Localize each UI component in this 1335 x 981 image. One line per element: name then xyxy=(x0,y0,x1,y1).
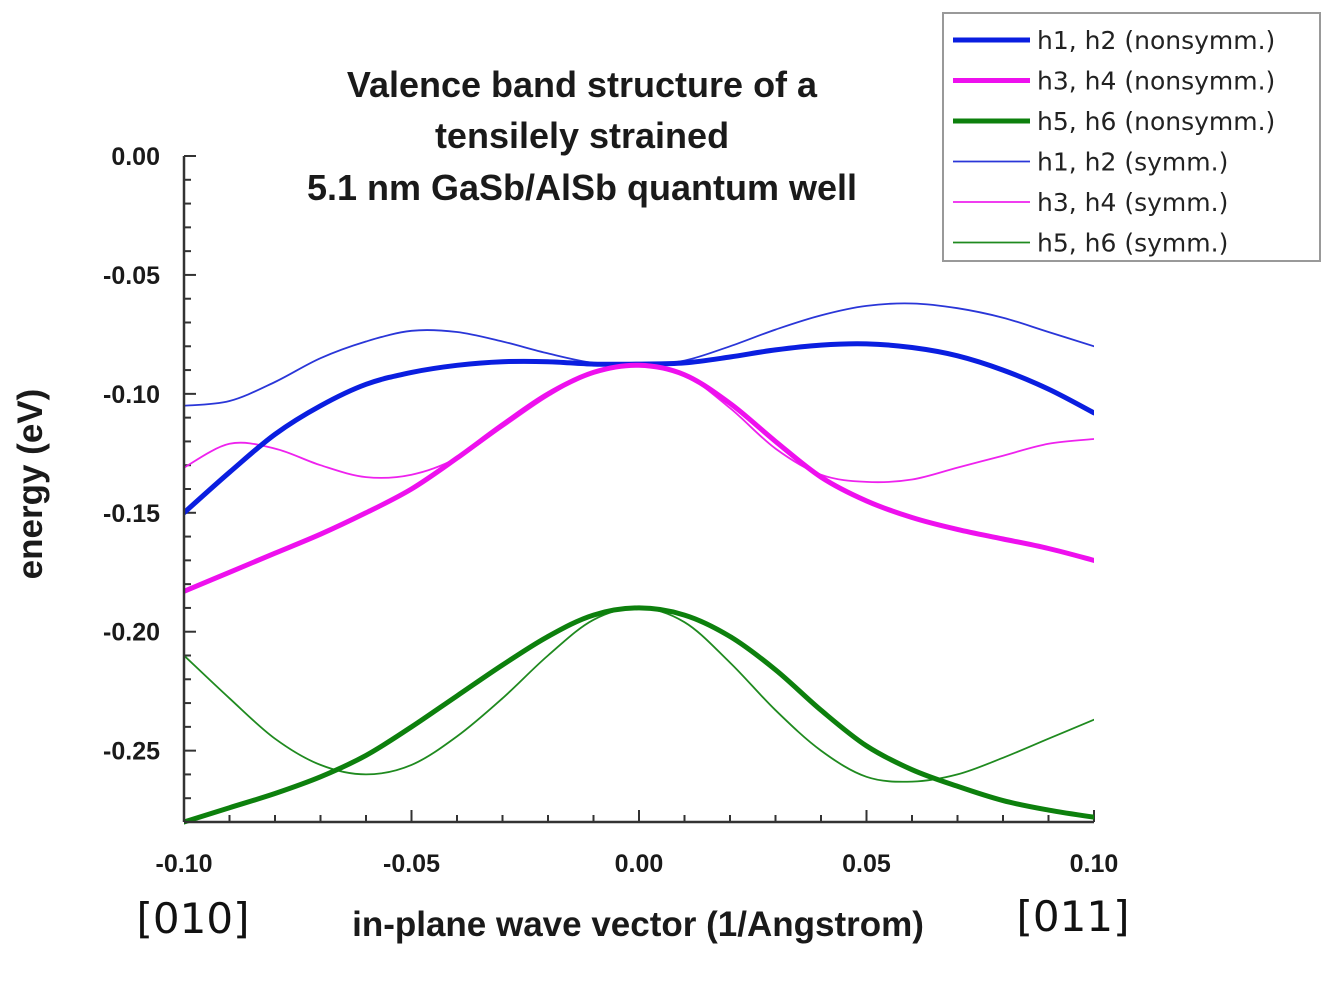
legend-entry: h5, h6 (symm.) xyxy=(953,229,1228,258)
legend-label: h5, h6 (symm.) xyxy=(1037,229,1228,258)
y-tick-label: -0.10 xyxy=(103,381,160,409)
y-tick-label: -0.15 xyxy=(103,500,160,528)
series-line-1 xyxy=(184,341,1094,516)
legend-label: h1, h2 (nonsymm.) xyxy=(1037,26,1275,55)
x-tick-label: 0.10 xyxy=(1070,850,1119,878)
legend-label: h3, h4 (symm.) xyxy=(1037,188,1228,217)
series-line-2 xyxy=(184,362,1094,594)
x-axis-label: in-plane wave vector (1/Angstrom) xyxy=(352,905,924,944)
legend-label: h1, h2 (symm.) xyxy=(1037,148,1228,177)
y-tick-label: -0.05 xyxy=(103,262,160,290)
chart-title: Valence band structure of a tensilely st… xyxy=(307,64,857,208)
chart-title-line-1: Valence band structure of a xyxy=(347,64,818,105)
y-axis-label: energy (eV) xyxy=(11,389,50,580)
direction-label-left: [010] xyxy=(137,894,250,943)
axes xyxy=(182,156,1094,824)
legend-box xyxy=(942,12,1321,262)
series-line-6 xyxy=(184,606,1094,783)
x-tick-label: 0.00 xyxy=(615,850,664,878)
legend: h1, h2 (nonsymm.) h3, h4 (nonsymm.) h5, h6… xyxy=(942,12,1321,262)
x-tick-label: -0.05 xyxy=(383,850,440,878)
legend-entry: h5, h6 (nonsymm.) xyxy=(953,107,1275,136)
x-tick-label: 0.05 xyxy=(842,850,891,878)
chart-title-line-2: tensilely strained xyxy=(435,115,729,156)
y-tick-label: 0.00 xyxy=(111,143,160,171)
y-tick-label: -0.20 xyxy=(103,619,160,647)
legend-label: h5, h6 (nonsymm.) xyxy=(1037,107,1275,136)
x-tick-label: -0.10 xyxy=(156,850,213,878)
legend-entries: h1, h2 (nonsymm.) h3, h4 (nonsymm.) h5, h6… xyxy=(953,26,1275,258)
direction-label-right: [011] xyxy=(1017,892,1130,941)
series-lines xyxy=(184,302,1094,825)
series-line-3 xyxy=(184,605,1094,825)
legend-entry: h1, h2 (nonsymm.) xyxy=(953,26,1275,55)
legend-label: h3, h4 (nonsymm.) xyxy=(1037,67,1275,96)
y-tick-label: -0.25 xyxy=(103,738,160,766)
series-line-5 xyxy=(184,364,1094,484)
legend-entry: h1, h2 (symm.) xyxy=(953,148,1228,177)
legend-entry: h3, h4 (symm.) xyxy=(953,188,1228,217)
chart-title-line-3: 5.1 nm GaSb/AlSb quantum well xyxy=(307,167,857,208)
legend-entry: h3, h4 (nonsymm.) xyxy=(953,67,1275,96)
series-clip-group xyxy=(184,302,1094,825)
tick-labels: 0.00 -0.05 -0.10 -0.15 -0.20 -0.25 -0.10 -0.05 0… xyxy=(103,143,1118,878)
